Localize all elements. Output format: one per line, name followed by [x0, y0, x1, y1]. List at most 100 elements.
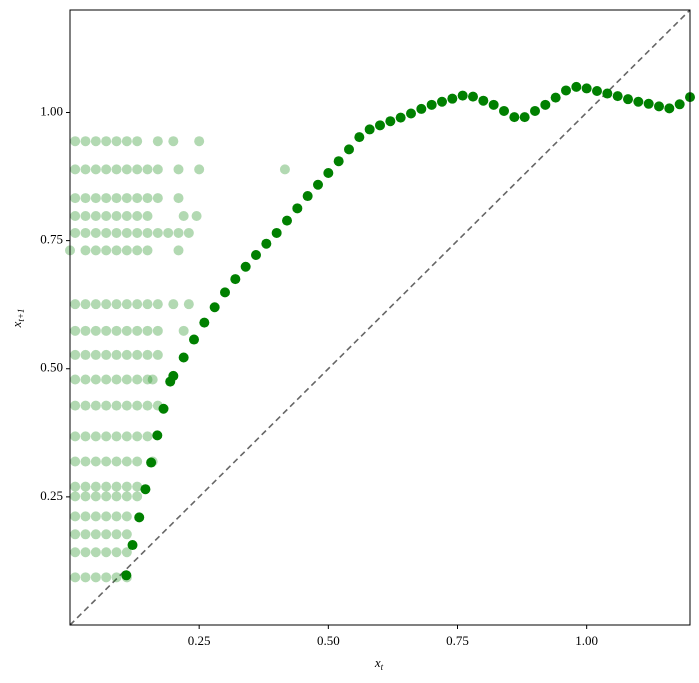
- data-point: [121, 211, 132, 222]
- data-point: [70, 572, 81, 583]
- data-point: [323, 167, 334, 178]
- data-point: [416, 103, 427, 114]
- data-point: [101, 511, 112, 522]
- data-point: [90, 136, 101, 147]
- data-point: [132, 211, 143, 222]
- y-tick-label: 1.00: [40, 103, 63, 118]
- data-point: [80, 400, 91, 411]
- data-point: [654, 101, 664, 112]
- data-point: [230, 274, 241, 285]
- data-point: [121, 193, 132, 204]
- data-point: [152, 136, 163, 147]
- data-point: [282, 215, 292, 226]
- data-point: [395, 112, 406, 123]
- y-label-base: x: [9, 321, 24, 328]
- data-point: [623, 94, 633, 105]
- data-point: [80, 529, 91, 540]
- data-point: [550, 92, 561, 103]
- data-point: [132, 481, 143, 492]
- data-point: [70, 374, 81, 385]
- data-point: [530, 105, 540, 116]
- data-point: [111, 349, 122, 360]
- data-point: [111, 227, 122, 238]
- data-point: [178, 211, 189, 222]
- data-point: [111, 529, 122, 540]
- data-point: [80, 374, 91, 385]
- data-point: [152, 227, 163, 238]
- data-point: [152, 325, 163, 336]
- data-point: [121, 491, 132, 502]
- x-tick-label: 0.25: [188, 633, 211, 648]
- data-point: [333, 156, 344, 167]
- x-label-base: x: [374, 655, 381, 670]
- data-point: [385, 116, 396, 127]
- data-point: [80, 572, 91, 583]
- data-point: [111, 491, 122, 502]
- data-point: [111, 481, 122, 492]
- data-point: [70, 511, 81, 522]
- data-point: [111, 511, 122, 522]
- data-point: [70, 193, 81, 204]
- data-point: [664, 103, 675, 114]
- data-point: [80, 481, 91, 492]
- data-point: [437, 96, 447, 107]
- data-point: [121, 511, 132, 522]
- data-point: [674, 99, 685, 110]
- data-point: [90, 193, 101, 204]
- data-point: [121, 431, 132, 442]
- data-point: [509, 112, 520, 123]
- data-point: [101, 572, 112, 583]
- data-point: [90, 491, 101, 502]
- data-point: [101, 349, 112, 360]
- data-point: [152, 349, 163, 360]
- data-point: [80, 511, 91, 522]
- data-point: [132, 245, 143, 256]
- data-point: [178, 352, 189, 363]
- data-point: [111, 164, 122, 175]
- data-point: [612, 91, 623, 102]
- data-point: [152, 430, 163, 441]
- data-point: [80, 491, 91, 502]
- data-point: [183, 299, 194, 310]
- data-point: [121, 400, 132, 411]
- data-point: [140, 484, 151, 495]
- data-point: [142, 431, 153, 442]
- data-point: [121, 570, 132, 581]
- data-point: [101, 400, 112, 411]
- data-point: [142, 374, 153, 385]
- data-point: [364, 124, 375, 135]
- data-point: [70, 431, 81, 442]
- plot-frame: [69, 9, 691, 626]
- x-axis-label: xt: [374, 655, 384, 672]
- data-point: [406, 108, 416, 119]
- data-point: [111, 400, 122, 411]
- data-point: [191, 211, 202, 222]
- data-point: [478, 95, 489, 106]
- data-point: [121, 349, 132, 360]
- data-point: [199, 317, 210, 328]
- data-point: [173, 193, 184, 204]
- data-point: [70, 481, 81, 492]
- data-point: [111, 456, 122, 467]
- data-point: [111, 325, 122, 336]
- data-point: [132, 491, 143, 502]
- data-point: [111, 136, 122, 147]
- data-point: [101, 456, 112, 467]
- data-point: [111, 572, 122, 583]
- data-point: [121, 245, 132, 256]
- data-point: [90, 349, 101, 360]
- data-point: [101, 481, 112, 492]
- data-point: [80, 136, 91, 147]
- data-point: [168, 370, 179, 381]
- data-point: [142, 299, 153, 310]
- data-point: [121, 529, 132, 540]
- data-point: [146, 457, 157, 468]
- diagonal-line: [69, 9, 691, 626]
- data-point: [90, 456, 101, 467]
- data-point: [90, 164, 101, 175]
- data-point: [142, 245, 153, 256]
- data-point: [488, 99, 499, 110]
- data-point: [80, 299, 91, 310]
- data-point: [121, 481, 132, 492]
- data-point: [344, 144, 354, 155]
